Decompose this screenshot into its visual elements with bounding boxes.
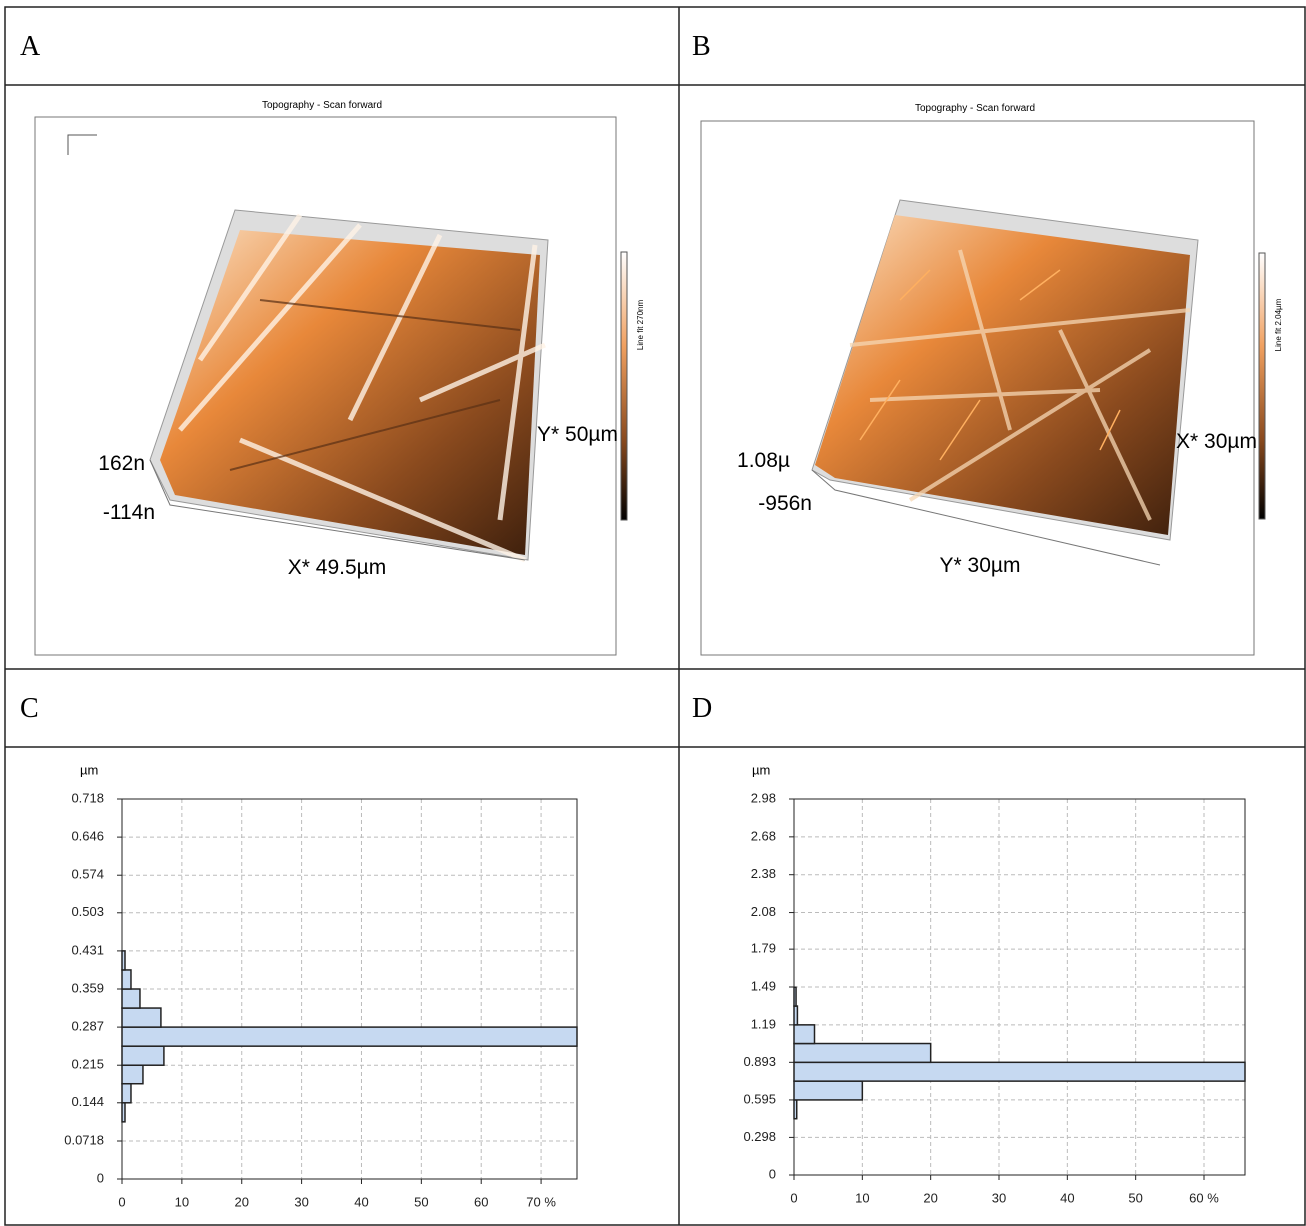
x-tick-label: 40	[354, 1194, 368, 1209]
x-tick-label: 50	[414, 1194, 428, 1209]
colorbar-label: Line fit 2.04µm	[1274, 298, 1283, 351]
y-axis-unit: µm	[80, 762, 98, 777]
x-tick-label: 60 %	[1189, 1190, 1219, 1205]
x-tick-label: 10	[855, 1190, 869, 1205]
x-tick-label: 0	[118, 1194, 125, 1209]
histogram-bar	[794, 1062, 1245, 1081]
y-tick-label: 0.595	[743, 1091, 776, 1106]
y-tick-label: 0.0718	[64, 1132, 104, 1147]
panel-label: B	[692, 31, 711, 62]
histogram-bar	[122, 970, 131, 989]
y-tick-label: 0.144	[71, 1094, 104, 1109]
x-tick-label: 10	[175, 1194, 189, 1209]
z-min-label: -114n	[103, 501, 155, 524]
image-title: Topography - Scan forward	[262, 100, 382, 111]
panel-label: A	[20, 31, 41, 62]
y-tick-label: 1.49	[751, 978, 776, 993]
y-axis-label: X* 30µm	[1176, 430, 1257, 453]
histogram-bar	[122, 1103, 125, 1122]
x-tick-label: 20	[235, 1194, 249, 1209]
y-tick-label: 2.08	[751, 904, 776, 919]
histogram-bar	[122, 951, 125, 970]
y-tick-label: 0.359	[71, 980, 104, 995]
histogram-bar	[794, 1025, 815, 1044]
y-tick-label: 0	[97, 1170, 104, 1185]
y-tick-label: 0.287	[71, 1019, 104, 1034]
y-tick-label: 0.215	[71, 1057, 104, 1072]
x-tick-label: 70 %	[526, 1194, 556, 1209]
panel-label: D	[692, 693, 712, 724]
colorbar	[1259, 253, 1265, 519]
y-tick-label: 0.646	[71, 829, 104, 844]
histogram-bar	[122, 1008, 161, 1027]
image-title: Topography - Scan forward	[915, 103, 1035, 114]
histogram-bar	[122, 1084, 131, 1103]
y-tick-label: 0.893	[743, 1054, 776, 1069]
z-max-label: 162n	[98, 452, 145, 475]
colorbar	[621, 252, 627, 520]
y-tick-label: 0.574	[71, 867, 104, 882]
figure: A B C D Topogra	[0, 0, 1306, 1226]
colorbar-label: Line fit 270nm	[636, 300, 645, 351]
histogram-bar	[122, 1027, 577, 1046]
x-tick-label: 20	[923, 1190, 937, 1205]
y-tick-label: 2.38	[751, 866, 776, 881]
z-max-label: 1.08µ	[737, 449, 790, 472]
y-tick-label: 2.98	[751, 790, 776, 805]
y-tick-label: 2.68	[751, 828, 776, 843]
x-tick-label: 30	[294, 1194, 308, 1209]
histogram-bar	[122, 1065, 143, 1084]
y-axis-label: Y* 50µm	[537, 423, 618, 446]
x-tick-label: 30	[992, 1190, 1006, 1205]
x-tick-label: 50	[1128, 1190, 1142, 1205]
histogram-bar	[794, 1100, 797, 1119]
x-tick-label: 40	[1060, 1190, 1074, 1205]
histogram-bar	[794, 1044, 931, 1063]
y-tick-label: 0.503	[71, 904, 104, 919]
y-axis-unit: µm	[752, 762, 770, 777]
y-tick-label: 0.431	[71, 942, 104, 957]
x-tick-label: 60	[474, 1194, 488, 1209]
histogram-bar	[122, 1046, 164, 1065]
histogram-bar	[794, 1081, 862, 1100]
y-tick-label: 1.79	[751, 941, 776, 956]
y-tick-label: 0	[769, 1166, 776, 1181]
panel-label: C	[20, 693, 39, 724]
histogram-bar	[794, 1006, 797, 1025]
y-tick-label: 1.19	[751, 1016, 776, 1031]
x-tick-label: 0	[790, 1190, 797, 1205]
histogram-bar	[794, 987, 796, 1006]
y-tick-label: 0.718	[71, 790, 104, 805]
z-min-label: -956n	[758, 492, 812, 515]
y-tick-label: 0.298	[743, 1129, 776, 1144]
histogram-bar	[122, 989, 140, 1008]
x-axis-label: X* 49.5µm	[288, 556, 386, 579]
x-axis-label: Y* 30µm	[940, 554, 1021, 577]
